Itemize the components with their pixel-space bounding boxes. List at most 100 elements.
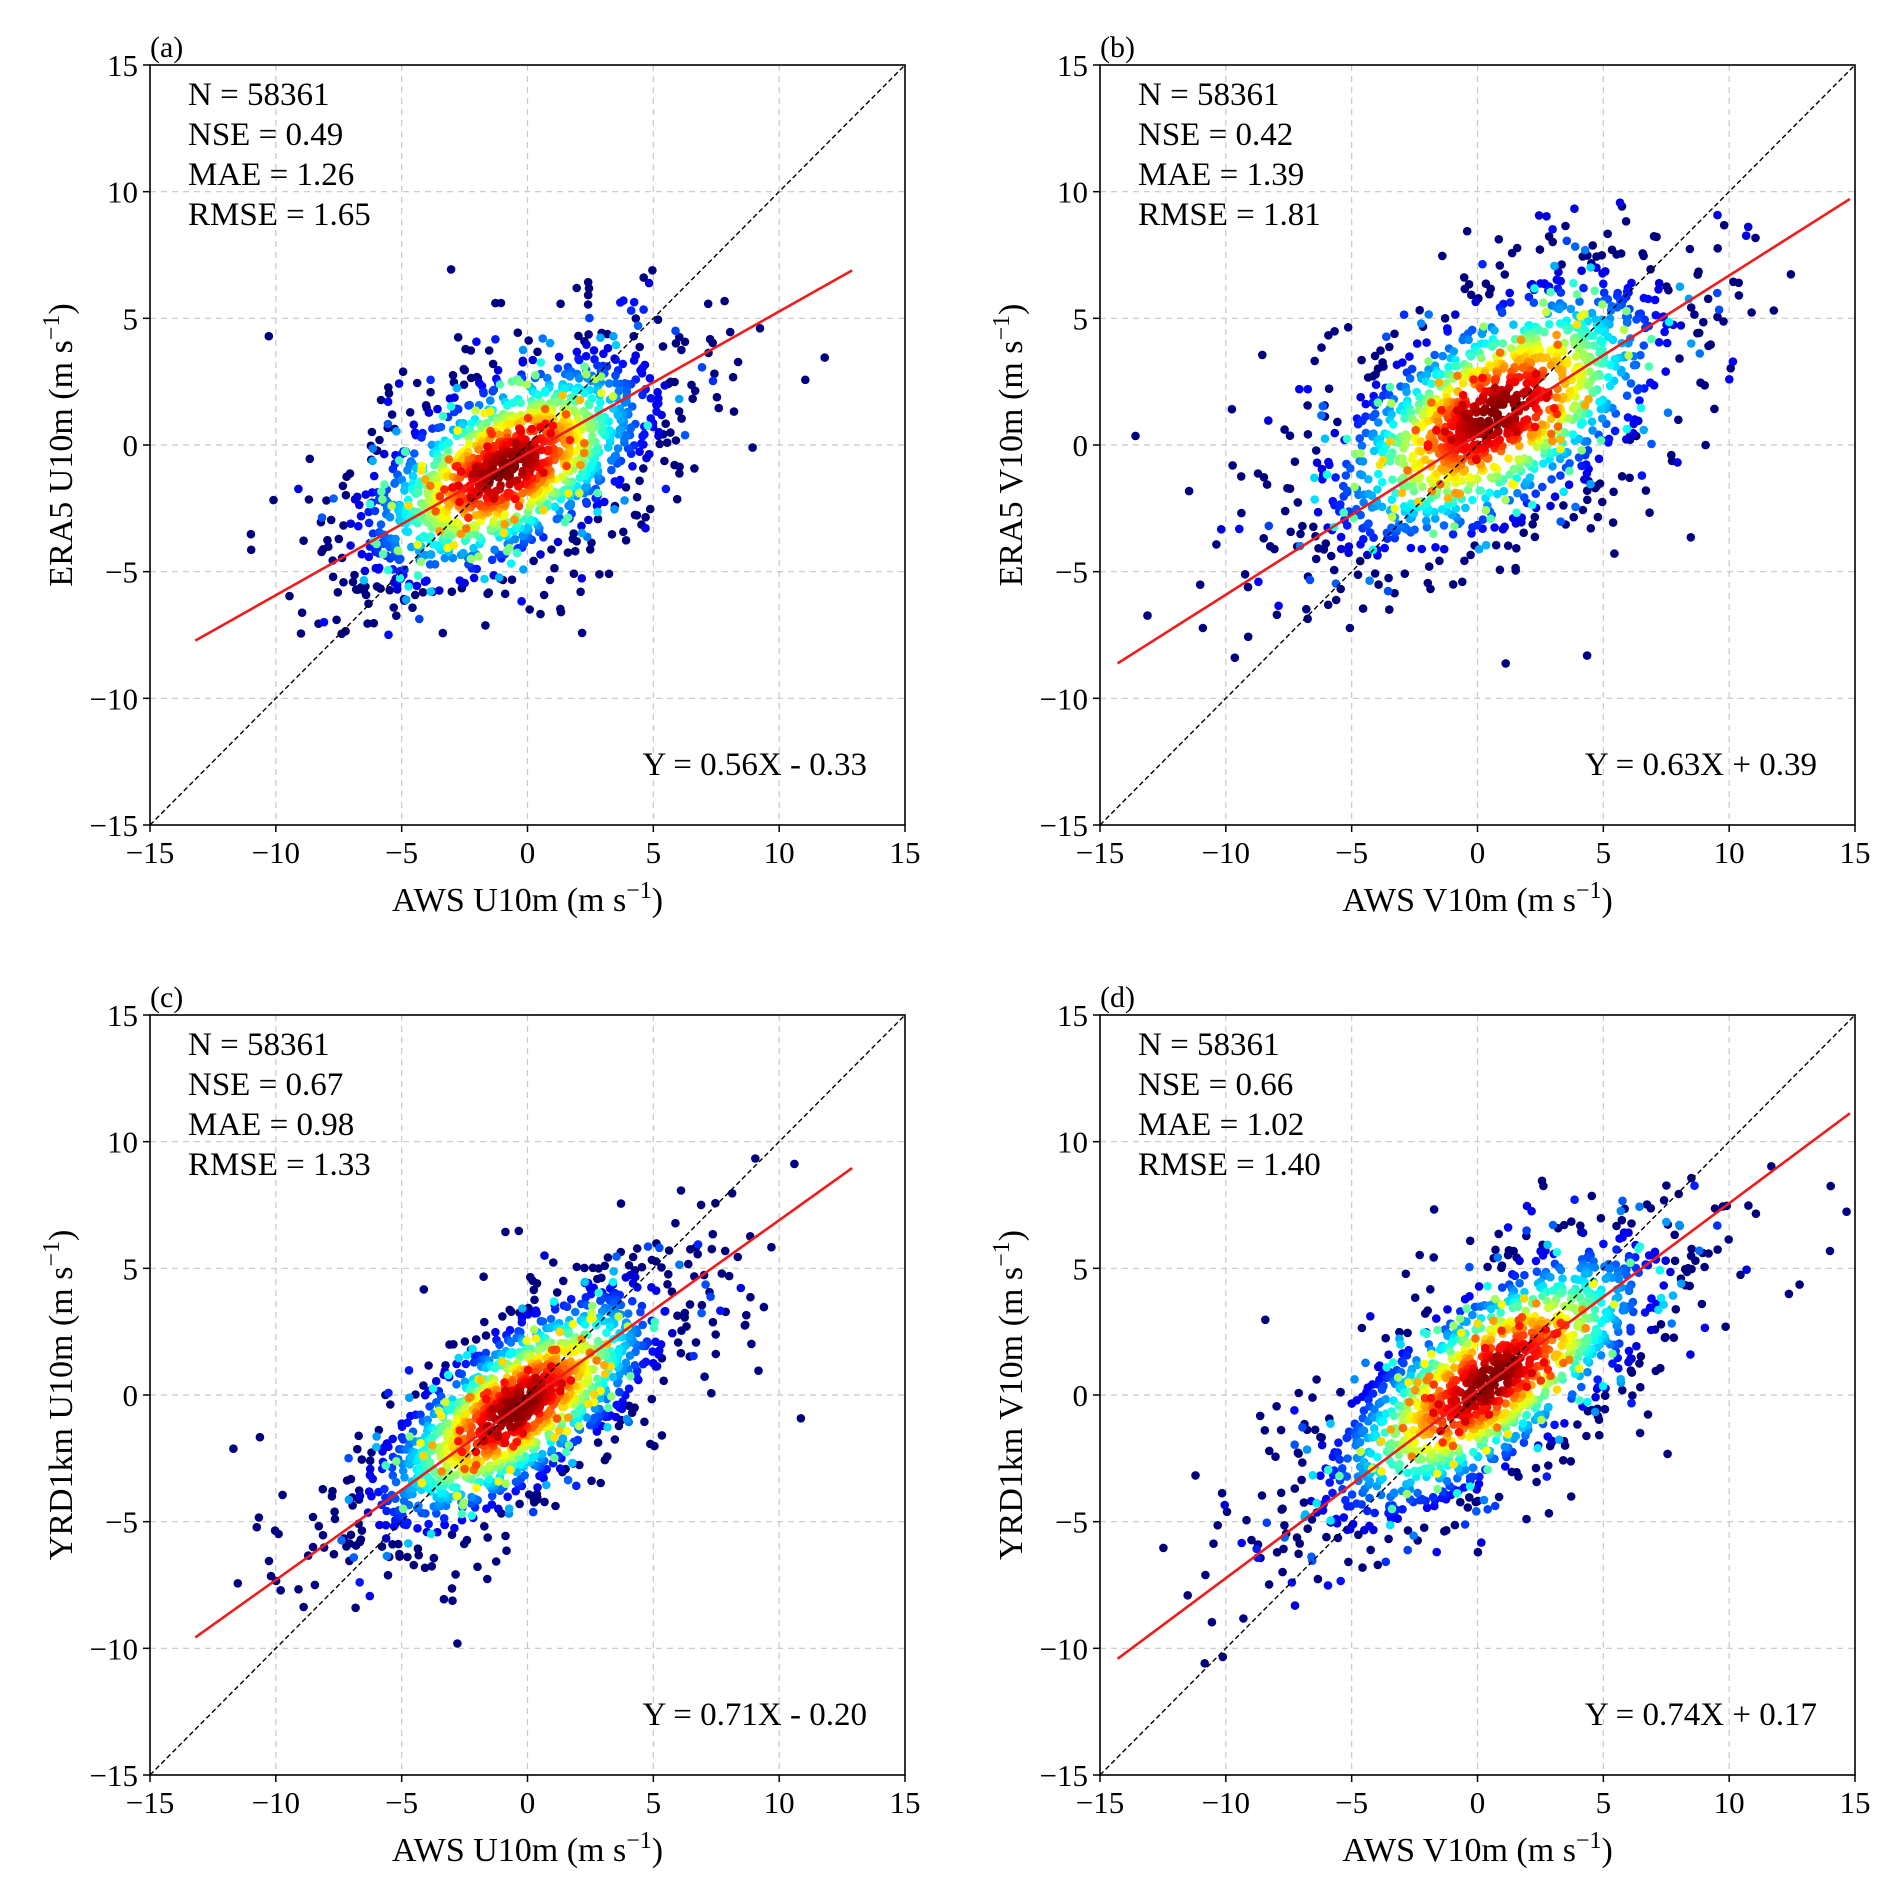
scatter-point [533,1483,542,1492]
scatter-point [1627,1399,1636,1408]
scatter-point [671,327,680,336]
scatter-point [747,1340,756,1349]
scatter-point [1379,456,1388,465]
scatter-point [1578,446,1587,455]
scatter-point [587,1477,596,1486]
scatter-point [404,1539,413,1548]
scatter-point [514,328,523,337]
scatter-point [1501,1462,1510,1471]
scatter-point [1548,225,1557,234]
scatter-point [615,1388,624,1397]
scatter-point [1644,1410,1653,1419]
scatter-point [1556,436,1565,445]
scatter-point [580,449,589,458]
scatter-point [382,1521,391,1530]
panel-b-stats: N = 58361 NSE = 0.42 MAE = 1.39 RMSE = 1… [1138,77,1321,233]
scatter-point [1601,1405,1610,1414]
scatter-point [1286,484,1295,493]
scatter-point [524,336,533,345]
scatter-point [498,1357,507,1366]
scatter-point [499,529,508,538]
scatter-point [1567,1457,1576,1466]
scatter-point [546,1324,555,1333]
scatter-point [630,298,639,307]
scatter-point [1546,288,1555,297]
y-tick-label: −10 [90,1631,138,1666]
scatter-point [1666,1268,1675,1277]
scatter-point [1508,480,1517,489]
scatter-point [1563,326,1572,335]
scatter-point [1143,611,1152,620]
scatter-point [525,1490,534,1499]
scatter-point [1237,1539,1246,1548]
y-tick-label: −15 [90,808,138,843]
scatter-point [415,615,424,624]
scatter-point [513,549,522,558]
scatter-point [1325,1478,1334,1487]
scatter-point [529,557,538,566]
scatter-point [1640,341,1649,350]
scatter-point [1478,330,1487,339]
scatter-point [1296,530,1305,539]
scatter-point [1544,1461,1553,1470]
scatter-point [547,1362,556,1371]
scatter-point [641,513,650,522]
scatter-point [1486,515,1495,524]
scatter-point [1747,308,1756,317]
scatter-point [550,1454,559,1463]
scatter-point [485,346,494,355]
scatter-point [515,378,524,387]
scatter-point [1359,604,1368,613]
scatter-point [1700,1263,1709,1272]
scatter-point [530,1286,539,1295]
scatter-point [332,616,341,625]
scatter-point [1522,1515,1531,1524]
scatter-point [700,1372,709,1381]
scatter-point [1663,1450,1672,1459]
scatter-point [1575,297,1584,306]
stat-mae: MAE = 1.39 [1138,157,1304,193]
scatter-point [1277,1426,1286,1435]
scatter-point [419,1451,428,1460]
scatter-point [470,574,479,583]
scatter-point [1632,1342,1641,1351]
scatter-point [466,1393,475,1402]
scatter-point [1552,331,1561,340]
panel-c-y-axis-label: YRD1km U10m (m s−1) [39,1230,80,1561]
scatter-point [396,555,405,564]
scatter-point [467,555,476,564]
scatter-point [663,1280,672,1289]
scatter-point [563,1427,572,1436]
scatter-point [564,489,573,498]
scatter-point [1670,1231,1679,1240]
scatter-point [1583,496,1592,505]
scatter-point [1645,362,1654,371]
scatter-point [497,299,506,308]
scatter-point [648,1347,657,1356]
scatter-point [529,1508,538,1517]
scatter-point [1577,420,1586,429]
scatter-point [538,1450,547,1459]
scatter-point [629,332,638,341]
scatter-point [431,560,440,569]
y-tick-label: 5 [1073,301,1089,336]
scatter-point [485,588,494,597]
scatter-point [1531,513,1540,522]
scatter-point [414,1544,423,1553]
scatter-point [506,420,515,429]
scatter-point [547,545,556,554]
x-tick-label: 0 [520,835,536,870]
scatter-point [1450,522,1459,531]
scatter-point [498,1312,507,1321]
scatter-point [1785,1290,1794,1299]
scatter-point [1512,508,1521,517]
scatter-point [1597,436,1606,445]
scatter-point [439,629,448,638]
y-tick-label: 0 [123,428,139,463]
scatter-point [1294,1389,1303,1398]
scatter-point [1622,217,1631,226]
scatter-point [477,1376,486,1385]
scatter-point [1366,1312,1375,1321]
scatter-point [322,496,331,505]
scatter-point [1595,398,1604,407]
